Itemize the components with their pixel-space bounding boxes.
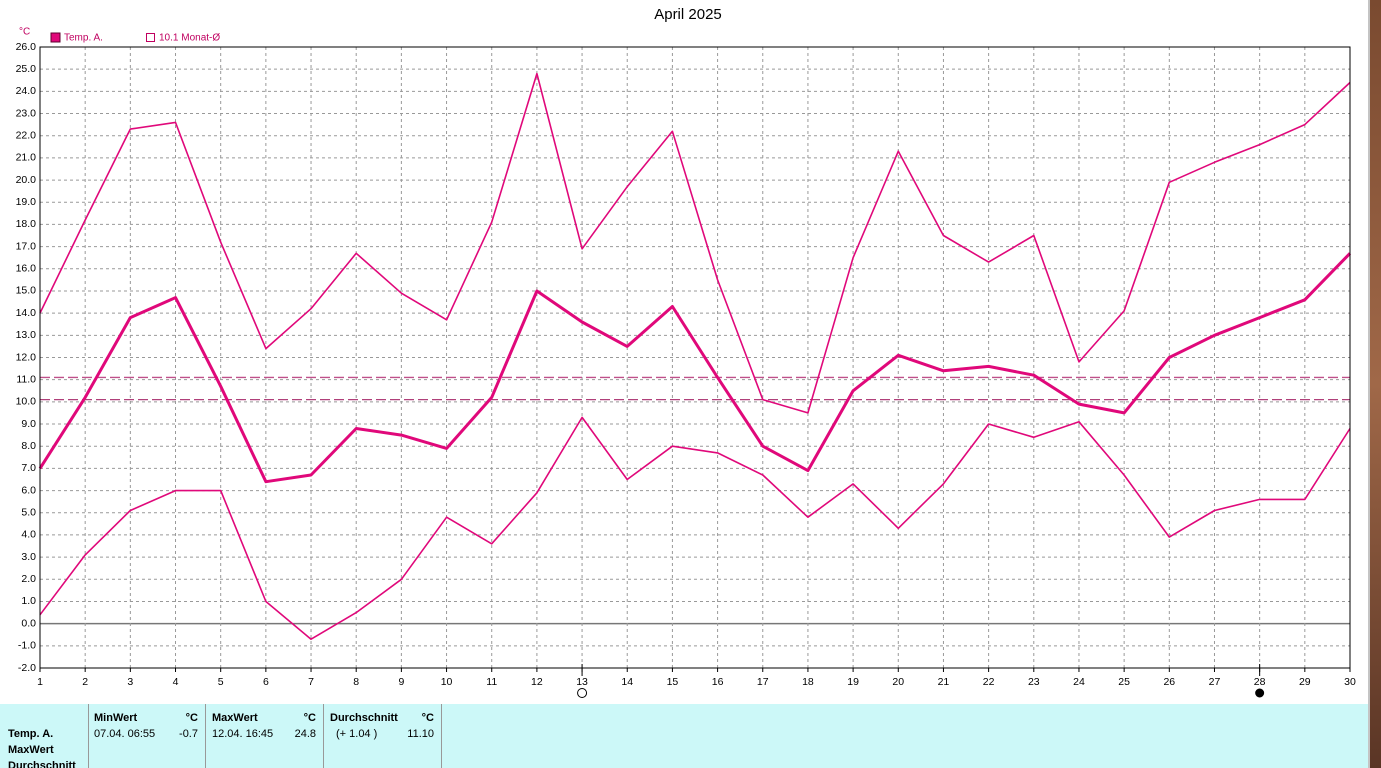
y-tick-label: 19.0 [16,196,37,208]
x-tick-label: 17 [757,676,769,688]
y-tick-label: 25.0 [16,63,37,75]
x-tick-label: 4 [173,676,179,688]
column-unit: °C [186,712,198,724]
y-tick-label: 6.0 [21,484,36,496]
x-tick-label: 18 [802,676,814,688]
x-tick-label: 25 [1118,676,1130,688]
column-header: MinWert [94,712,138,724]
y-tick-label: 1.0 [21,595,36,607]
x-tick-label: 10 [441,676,453,688]
legend-swatch [50,32,61,43]
y-tick-label: -1.0 [18,640,36,652]
y-tick-label: 13.0 [16,329,37,341]
y-tick-label: 0.0 [21,617,36,629]
cell-value: 24.8 [295,728,316,740]
series-line [39,72,1351,414]
full-moon [577,688,588,698]
y-tick-label: 2.0 [21,573,36,585]
x-tick-label: 5 [218,676,224,688]
y-tick-label: 22.0 [16,129,37,141]
x-tick-label: 2 [82,676,88,688]
x-tick-label: 28 [1254,676,1266,688]
chart-title: April 2025 [654,6,722,23]
cell-when: 12.04. 16:45 [212,728,273,740]
y-tick-label: 4.0 [21,529,36,541]
new-moon [1255,688,1265,698]
legend-label: Temp. A. [64,33,103,44]
y-tick-label: 20.0 [16,174,37,186]
x-tick-label: 3 [127,676,133,688]
y-tick-label: 10.0 [16,396,37,408]
legend-label: 10.1 Monat-Ø [159,33,220,44]
y-tick-label: 17.0 [16,240,37,252]
y-unit: °C [19,27,30,38]
y-tick-label: 24.0 [16,85,37,97]
column-unit: °C [304,712,316,724]
x-tick-label: 16 [712,676,724,688]
plot: -2.0 -1.0 0.0 1.0 2.0 3.0 4.0 5.0 6.0 7.0 8.0 9.0 10… [16,41,1356,698]
y-tick-label: 8.0 [21,440,36,452]
y-tick-label: -2.0 [18,662,36,674]
y-tick-label: 15.0 [16,285,37,297]
x-tick-label: 29 [1299,676,1311,688]
stats-table: Temp. A. MaxWert Durchschnitt MinWert °C 07.0… [8,704,442,768]
x-tick-label: 27 [1209,676,1221,688]
y-tick-label: 21.0 [16,152,37,164]
column-header: Durchschnitt [330,712,398,724]
x-tick-label: 22 [983,676,995,688]
stats-panel [0,704,1368,768]
y-tick-label: 18.0 [16,218,37,230]
series-line [39,416,1351,640]
y-tick-label: 7.0 [21,462,36,474]
x-tick-label: 15 [667,676,679,688]
cell-value: 11.10 [407,728,434,740]
x-tick-label: 21 [938,676,950,688]
x-tick-label: 8 [353,676,359,688]
x-tick-label: 19 [847,676,859,688]
x-tick-label: 9 [398,676,404,688]
y-tick-label: 23.0 [16,107,37,119]
x-tick-label: 13 [576,676,588,688]
y-tick-label: 5.0 [21,507,36,519]
y-tick-label: 12.0 [16,351,37,363]
x-tick-label: 26 [1163,676,1175,688]
y-tick-label: 11.0 [16,373,36,385]
x-tick-label: 24 [1073,676,1085,688]
y-tick-label: 9.0 [21,418,36,430]
cell-when: 07.04. 06:55 [94,728,155,740]
x-tick-label: 30 [1344,676,1356,688]
x-tick-label: 14 [621,676,633,688]
y-tick-label: 26.0 [16,41,37,53]
legend-swatch [146,33,155,42]
row-label: MaxWert [8,744,54,756]
x-tick-label: 23 [1028,676,1040,688]
cell-when: (+ 1.04 ) [336,728,377,740]
series-line [38,252,1352,484]
plot-frame [39,46,1351,669]
row-label: Durchschnitt [8,760,76,768]
x-tick-label: 7 [308,676,314,688]
y-tick-label: 16.0 [16,263,37,275]
column-unit: °C [422,712,434,724]
x-tick-label: 1 [37,676,43,688]
desktop-edge [1370,0,1381,768]
x-tick-label: 20 [892,676,904,688]
y-tick-label: 3.0 [21,551,36,563]
x-tick-label: 12 [531,676,543,688]
x-tick-label: 6 [263,676,269,688]
y-tick-label: 14.0 [16,307,37,319]
x-tick-label: 11 [486,676,497,688]
row-label: Temp. A. [8,728,53,740]
cell-value: -0.7 [179,728,198,740]
column-header: MaxWert [212,712,258,724]
